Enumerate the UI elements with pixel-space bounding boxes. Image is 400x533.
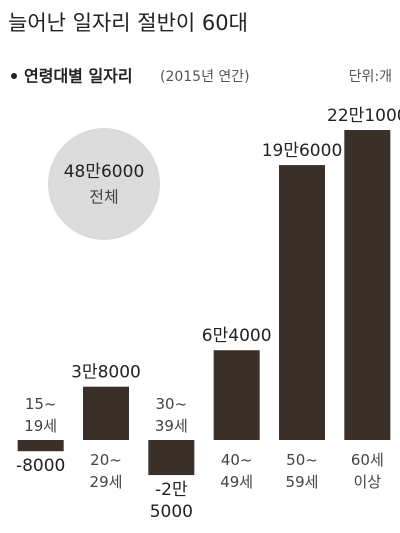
bar (148, 440, 195, 476)
x-tick-label: 15~ 19세 (24, 395, 57, 435)
bar (83, 386, 129, 440)
x-tick-label: 20~ 29세 (90, 451, 123, 491)
chart-title: 늘어난 일자리 절반이 60대 (8, 11, 248, 35)
chart-subtitle: 연령대별 일자리 (24, 67, 133, 86)
total-circle (48, 128, 160, 240)
bar (344, 130, 391, 440)
bar (279, 165, 325, 440)
value-label: 3만8000 (71, 363, 141, 383)
x-tick-label: 40~ 49세 (220, 451, 253, 491)
value-label: 6만4000 (202, 326, 272, 346)
bullet (11, 73, 17, 79)
x-tick-label: 30~ 39세 (155, 395, 188, 435)
value-label: -8000 (16, 456, 65, 476)
value-label: 22만1000 (327, 106, 400, 126)
x-tick-label: 50~ 59세 (286, 451, 319, 491)
x-tick-label: 60세 이상 (351, 451, 384, 491)
total-value: 48만6000 (64, 162, 145, 182)
unit-label: 단위:개 (349, 69, 392, 85)
total-caption: 전체 (89, 188, 118, 207)
value-label: -2만 5000 (150, 480, 193, 522)
subtitle-note: (2015년 연간) (160, 69, 250, 85)
bar (17, 440, 64, 452)
value-label: 19만6000 (262, 141, 343, 161)
bar (213, 350, 260, 440)
